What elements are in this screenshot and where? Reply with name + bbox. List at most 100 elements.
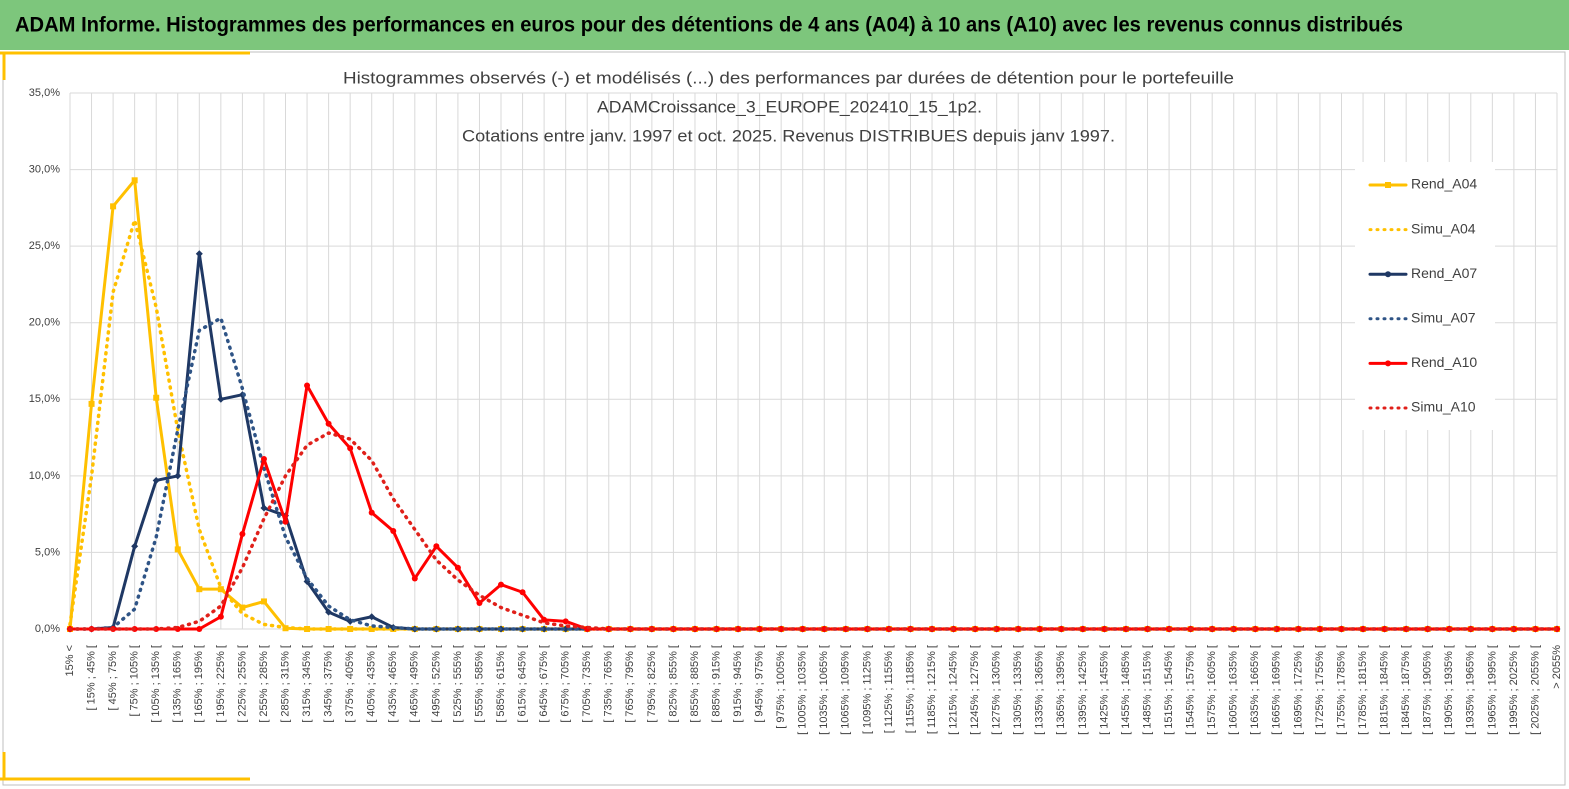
x-tick-label: [ 495% ; 525% [ — [430, 645, 442, 723]
x-tick-label: [ 255% ; 285% [ — [258, 645, 270, 723]
series-line — [68, 218, 1559, 631]
header-bar — [0, 0, 1569, 50]
legend-label: Rend_A04 — [1411, 176, 1477, 192]
x-tick-label: [ 435% ; 465% [ — [387, 645, 399, 723]
marker — [540, 625, 548, 633]
x-tick-label: [ 1965% ; 1995% [ — [1486, 645, 1498, 735]
marker — [152, 476, 160, 484]
chart-title: Histogrammes observés (-) et modélisés (… — [343, 68, 1234, 87]
marker — [1058, 626, 1065, 632]
x-tick-label: [ 1155% ; 1185% [ — [904, 645, 916, 733]
x-tick-label: [ 405% ; 435% [ — [366, 645, 378, 723]
x-tick-label: [ 1455% ; 1485% [ — [1120, 645, 1132, 735]
x-tick-label: [ 1755% ; 1785% [ — [1335, 645, 1347, 735]
marker — [239, 604, 246, 611]
x-tick-label: [ 1815% ; 1845% [ — [1379, 645, 1391, 735]
x-tick-label: [ 855% ; 885% [ — [689, 645, 701, 723]
x-tick-label: [ 1665% ; 1695% [ — [1271, 645, 1283, 735]
x-tick-label: [ 1995% ; 2025% [ — [1508, 645, 1520, 735]
x-tick-label: [ 1395% ; 1425% [ — [1077, 645, 1089, 735]
x-tick-label: [ 1185% ; 1215% [ — [926, 645, 938, 734]
chart-frame — [2, 51, 1566, 786]
marker — [368, 509, 375, 516]
x-tick-label: [ 105% ; 135% [ — [150, 645, 162, 723]
marker — [411, 575, 418, 582]
x-tick-label: [ 1095% ; 1125% [ — [861, 645, 873, 734]
marker — [1316, 626, 1323, 632]
x-tick-label: [ 1035% ; 1065% [ — [818, 645, 830, 735]
x-tick-label: [ 75% ; 105% [ — [129, 645, 141, 717]
y-tick-label: 0,0% — [35, 623, 60, 635]
y-tick-label: 35,0% — [29, 87, 60, 99]
y-tick-label: 25,0% — [29, 240, 60, 252]
x-tick-label: [ 2025% ; 2055% [ — [1529, 645, 1541, 735]
marker — [217, 395, 225, 403]
marker — [196, 626, 203, 632]
chart-title: ADAMCroissance_3_EUROPE_202410_15_1p2. — [597, 97, 982, 116]
marker — [368, 613, 376, 621]
x-tick-label: [ 1125% ; 1155% [ — [883, 645, 895, 733]
x-tick-label: [ 615% ; 645% [ — [516, 645, 528, 723]
y-tick-label: 30,0% — [29, 163, 60, 175]
x-tick-label: [ 585% ; 615% [ — [495, 645, 507, 723]
x-tick-label: [ 375% ; 405% [ — [344, 645, 356, 723]
x-tick-label: [ 1365% ; 1395% [ — [1055, 645, 1067, 735]
x-tick-label: [ 285% ; 315% [ — [279, 645, 291, 723]
x-tick-label: [ 915% ; 945% [ — [732, 645, 744, 723]
y-tick-label: 5,0% — [35, 546, 60, 558]
marker — [1360, 626, 1367, 632]
x-tick-label: [ 705% ; 735% [ — [581, 645, 593, 723]
marker — [131, 542, 139, 550]
marker — [433, 543, 440, 550]
x-tick-label: 15% < — [64, 645, 76, 677]
legend-marker — [1385, 360, 1391, 367]
x-tick-label: [ 1725% ; 1755% [ — [1314, 645, 1326, 735]
x-tick-label: [ 1305% ; 1335% [ — [1012, 645, 1024, 735]
x-tick-label: [ 135% ; 165% [ — [172, 645, 184, 723]
x-tick-label: [ 1575% ; 1605% [ — [1206, 645, 1218, 735]
title-bg — [591, 95, 988, 121]
x-tick-label: [ 1875% ; 1905% [ — [1422, 645, 1434, 735]
marker — [110, 203, 117, 210]
y-tick-label: 10,0% — [29, 470, 60, 482]
x-tick-label: [ 225% ; 255% [ — [236, 645, 248, 723]
x-tick-label: [ 975% ; 1005% [ — [775, 645, 787, 729]
x-tick-label: [ 1515% ; 1545% [ — [1163, 645, 1175, 735]
marker — [799, 626, 806, 632]
marker — [217, 613, 224, 620]
marker — [778, 626, 785, 632]
x-tick-label: [ 675% ; 705% [ — [560, 645, 572, 723]
x-tick-label: [ 555% ; 585% [ — [473, 645, 485, 723]
x-tick-label: [ 465% ; 495% [ — [409, 645, 421, 723]
marker — [1338, 626, 1345, 632]
marker — [282, 518, 289, 525]
marker — [562, 618, 569, 625]
x-tick-label: [ 1425% ; 1455% [ — [1098, 645, 1110, 735]
x-tick-label: [ 15% ; 45% [ — [85, 645, 97, 710]
x-tick-label: [ 795% ; 825% [ — [646, 645, 658, 723]
marker — [239, 531, 246, 538]
x-tick-label: [ 1935% ; 1965% [ — [1465, 645, 1477, 735]
marker — [196, 586, 203, 593]
x-tick-label: [ 1335% ; 1365% [ — [1034, 645, 1046, 735]
series-line — [68, 431, 1559, 631]
x-tick-label: [ 885% ; 915% [ — [710, 645, 722, 723]
x-tick-label: [ 1845% ; 1875% [ — [1400, 645, 1412, 735]
x-tick-label: [ 765% ; 795% [ — [624, 645, 636, 723]
x-tick-label: [ 345% ; 375% [ — [323, 645, 335, 723]
chart-title: Cotations entre janv. 1997 et oct. 2025.… — [462, 126, 1115, 145]
title-bg — [337, 66, 1240, 92]
y-tick-label: 15,0% — [29, 393, 60, 405]
header-title: ADAM Informe. Histogrammes des performan… — [15, 14, 1403, 37]
x-tick-label: [ 1245% ; 1275% [ — [969, 645, 981, 735]
marker — [476, 599, 483, 606]
series-line — [68, 252, 1559, 631]
y-tick-label: 20,0% — [29, 317, 60, 329]
legend-label: Simu_A10 — [1411, 399, 1476, 415]
x-tick-label: [ 735% ; 765% [ — [603, 645, 615, 723]
x-tick-label: [ 1785% ; 1815% [ — [1357, 645, 1369, 735]
legend-marker — [1385, 182, 1391, 188]
x-tick-label: [ 315% ; 345% [ — [301, 645, 313, 723]
marker — [454, 564, 461, 571]
